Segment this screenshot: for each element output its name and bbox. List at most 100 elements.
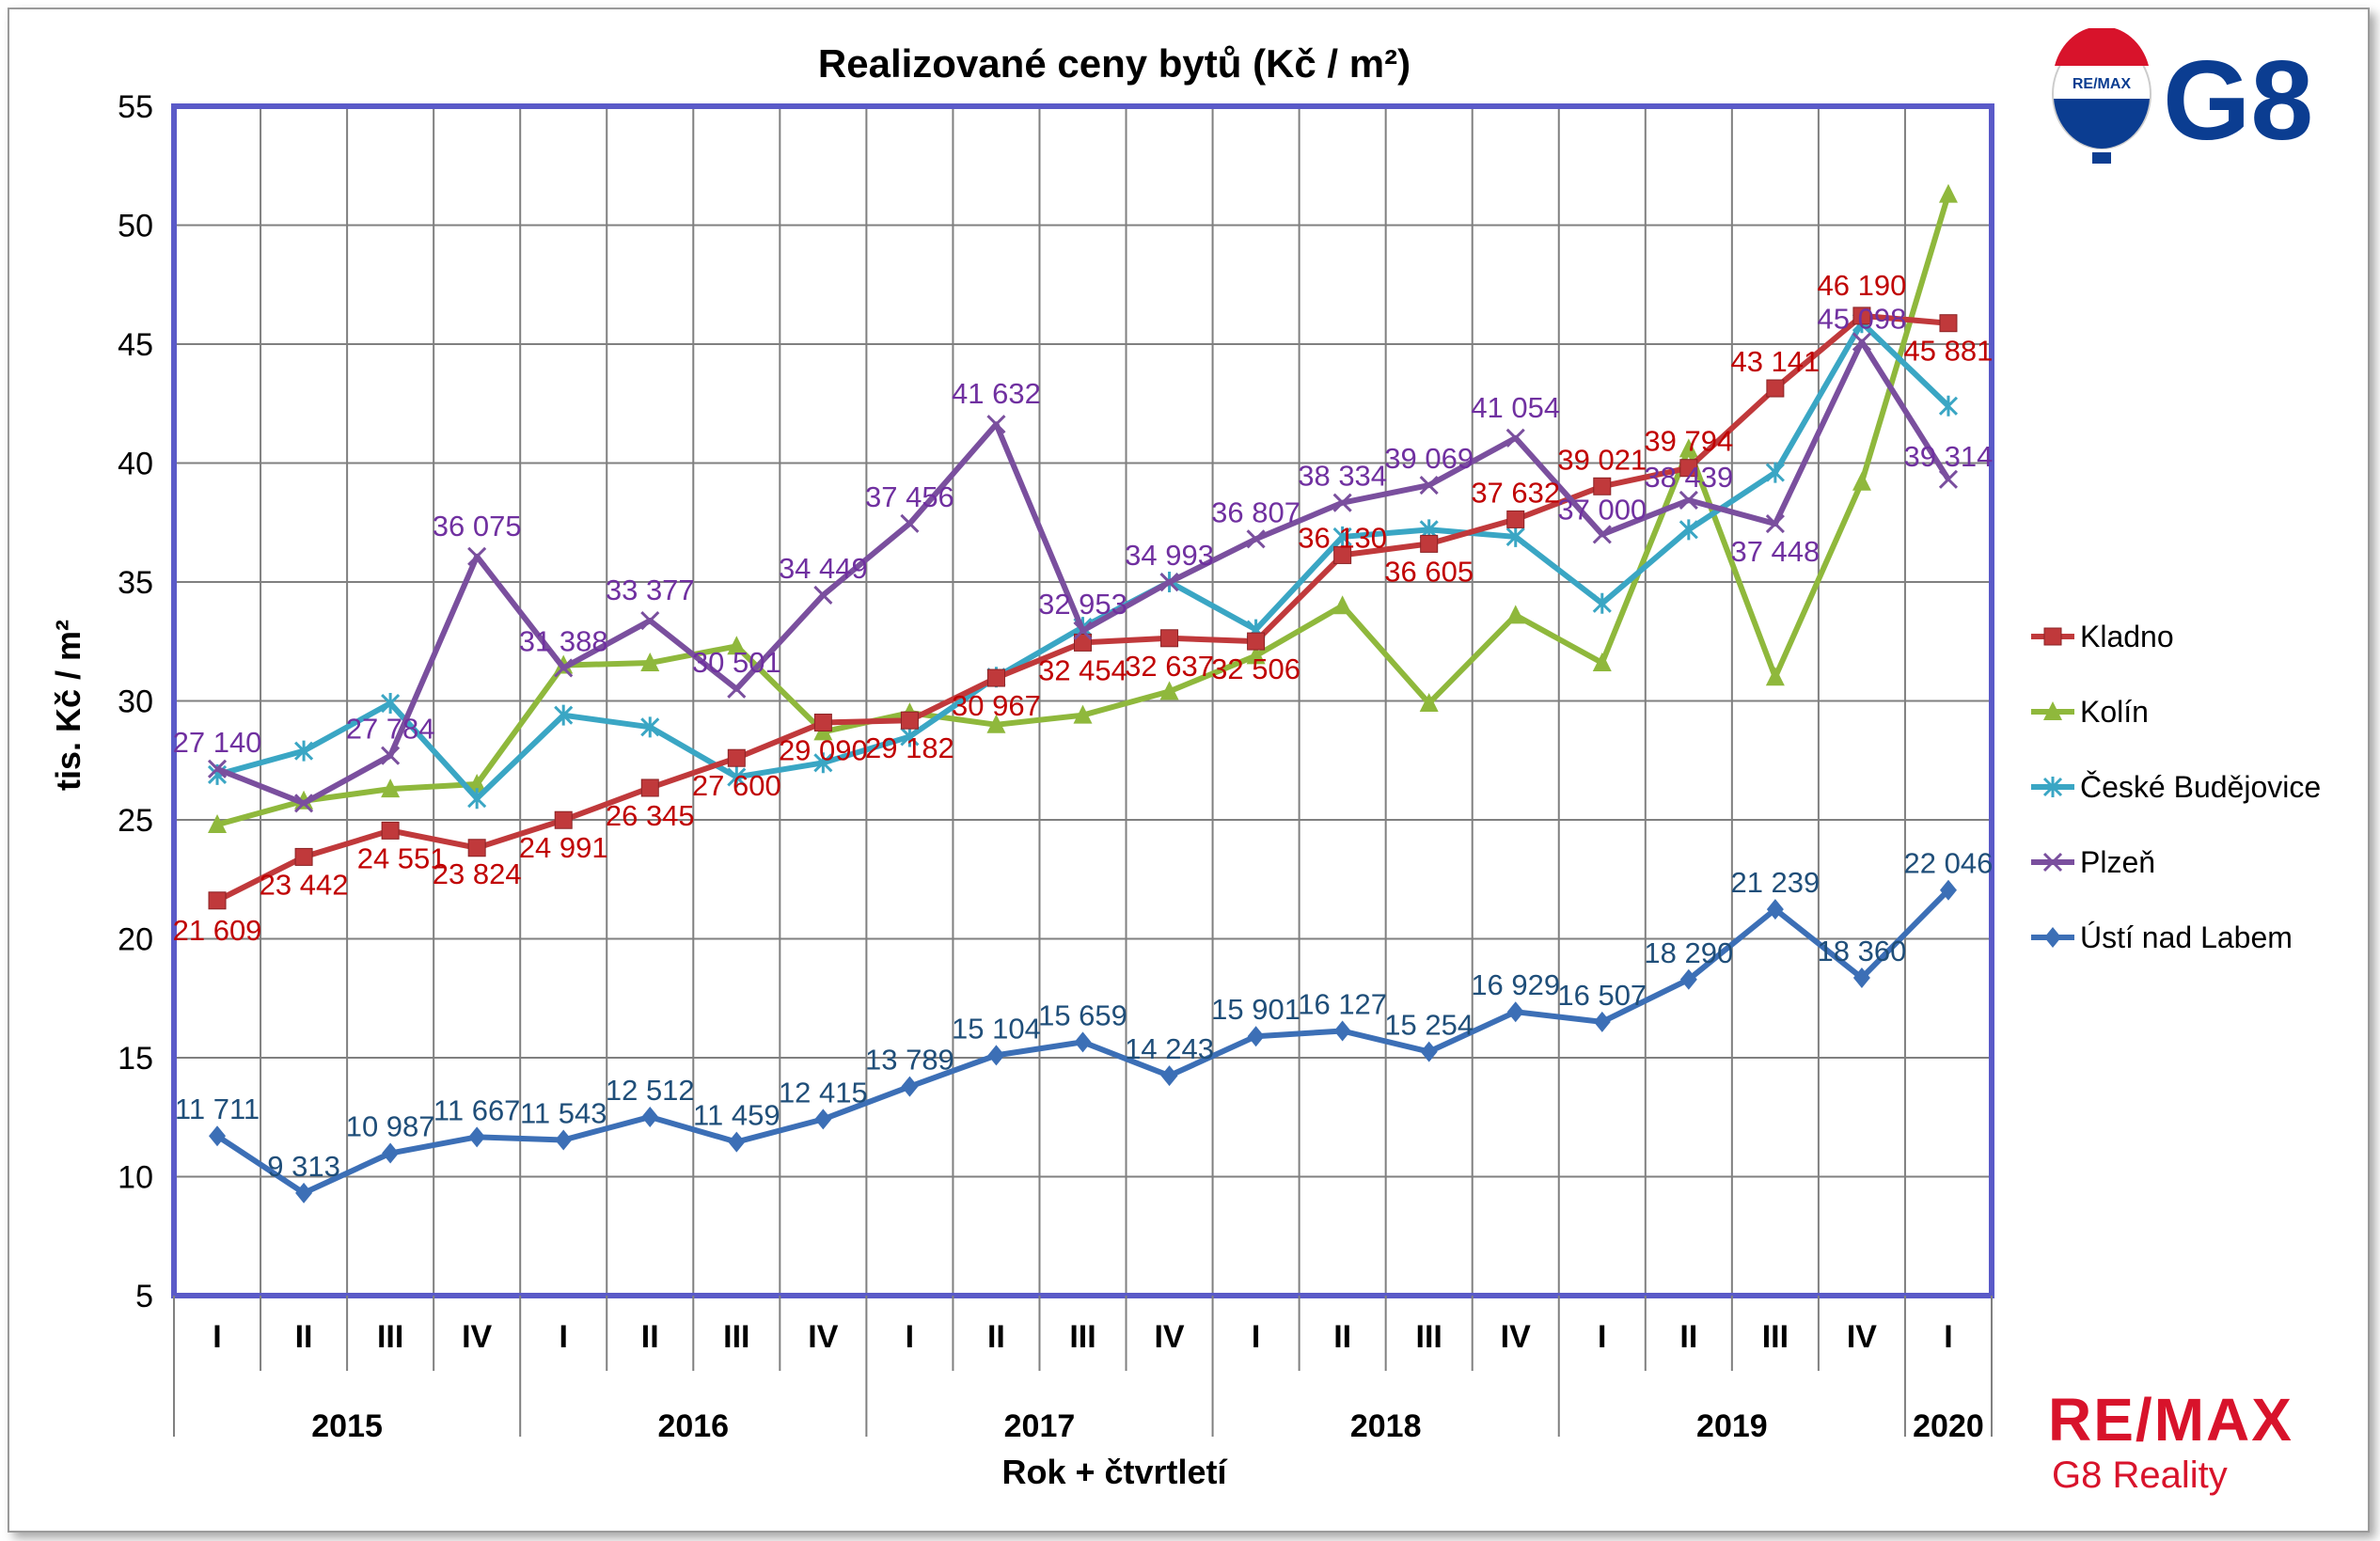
legend-item: Ústí nad Labem	[2031, 920, 2293, 954]
data-label: 30 967	[952, 689, 1041, 722]
data-point	[1160, 1065, 1178, 1087]
data-point	[467, 839, 486, 857]
data-label: 27 140	[173, 726, 262, 759]
data-label: 9 313	[267, 1150, 340, 1183]
data-label: 37 448	[1730, 535, 1820, 568]
data-label: 32 454	[1038, 653, 1127, 686]
data-point	[900, 513, 920, 533]
data-point	[208, 814, 228, 834]
data-point	[813, 585, 833, 605]
data-point	[381, 778, 401, 798]
data-label: 24 551	[357, 841, 447, 874]
data-point	[986, 668, 1005, 687]
data-point	[814, 1109, 832, 1130]
data-point	[1073, 621, 1093, 640]
legend-label: Plzeň	[2080, 845, 2155, 879]
data-label: 23 442	[260, 868, 349, 901]
data-point	[295, 1182, 313, 1203]
data-point	[1765, 462, 1785, 483]
legend-label: České Budějovice	[2080, 770, 2321, 804]
data-point	[1332, 595, 1352, 615]
data-label: 30 501	[692, 646, 781, 679]
data-label: 11 459	[693, 1099, 780, 1132]
plot-border	[171, 103, 1994, 1298]
data-label: 16 507	[1557, 979, 1647, 1012]
data-label: 33 377	[606, 574, 695, 606]
year-label: 2017	[1004, 1408, 1076, 1444]
x-tick-label: III	[1762, 1319, 1789, 1355]
x-tick-label: IV	[1154, 1319, 1184, 1355]
x-tick-label: II	[987, 1319, 1005, 1355]
year-label: 2020	[1913, 1408, 1984, 1444]
data-label: 26 345	[606, 799, 695, 832]
data-label: 36 130	[1298, 521, 1387, 554]
data-label: 12 512	[606, 1074, 695, 1107]
data-label: 12 415	[779, 1076, 868, 1109]
data-point	[1505, 526, 1525, 547]
remax-wordmark: RE/MAX	[2048, 1386, 2293, 1454]
legend-item: Plzeň	[2031, 845, 2155, 879]
data-point	[467, 774, 487, 794]
data-label: 41 054	[1471, 391, 1560, 424]
data-point	[1592, 525, 1612, 544]
x-tick-label: IV	[808, 1319, 838, 1355]
x-tick-label: III	[723, 1319, 749, 1355]
remax-g8-logo: RE/MAX G8	[2052, 28, 2313, 164]
data-point	[1679, 438, 1698, 458]
y-tick-label: 20	[118, 922, 153, 958]
legend-item: Kolín	[2031, 695, 2149, 729]
data-point	[1333, 1020, 1351, 1042]
data-label: 21 609	[173, 914, 262, 947]
data-point	[1073, 704, 1093, 724]
data-point	[727, 636, 747, 655]
data-point	[1074, 1031, 1092, 1053]
data-point	[554, 704, 574, 726]
data-point	[1939, 314, 1958, 333]
x-tick-label: II	[1333, 1319, 1351, 1355]
year-label: 2016	[657, 1408, 729, 1444]
x-tick-label: IV	[1501, 1319, 1531, 1355]
x-tick-label: I	[1252, 1319, 1260, 1355]
data-point	[1246, 645, 1266, 665]
data-point	[467, 546, 487, 566]
data-label: 32 637	[1125, 650, 1214, 683]
data-label: 29 090	[779, 734, 868, 767]
legend-marker	[2043, 627, 2062, 646]
data-point	[1593, 1011, 1611, 1032]
data-point	[1765, 514, 1785, 534]
legend-label: Kladno	[2080, 620, 2174, 653]
y-tick-label: 35	[118, 565, 153, 601]
series-layer	[207, 183, 1959, 1203]
legend-marker	[2043, 701, 2062, 720]
data-point	[1247, 632, 1266, 651]
data-label: 22 046	[1904, 847, 1994, 880]
data-point	[209, 1125, 227, 1147]
y-tick-label: 15	[118, 1041, 153, 1077]
data-point	[1592, 592, 1612, 614]
data-point	[727, 679, 747, 699]
data-label: 45 881	[1904, 335, 1994, 368]
y-tick-label: 30	[118, 684, 153, 720]
data-point	[640, 716, 660, 738]
data-label: 31 388	[519, 624, 608, 657]
data-point	[1505, 605, 1525, 624]
x-tick-label: II	[641, 1319, 659, 1355]
data-point	[1419, 475, 1439, 495]
data-point	[1159, 573, 1179, 592]
data-point	[1420, 1041, 1438, 1062]
data-point	[208, 891, 227, 910]
data-label: 15 659	[1038, 999, 1127, 1031]
x-axis-categories: I II III IV I II III IV I II III IV I II III IV I II III IV…	[173, 1296, 1993, 1444]
svg-text:RE/MAX: RE/MAX	[2073, 76, 2132, 92]
data-label: 15 254	[1384, 1009, 1474, 1042]
data-label: 11 711	[175, 1093, 260, 1125]
data-label: 27 784	[346, 713, 435, 746]
data-point	[1074, 633, 1092, 652]
data-point	[1332, 526, 1352, 547]
g8-reality-text: G8 Reality	[2052, 1455, 2228, 1496]
gridlines	[171, 103, 1994, 1298]
data-label: 11 667	[433, 1093, 521, 1126]
data-point	[1765, 667, 1785, 686]
y-tick-label: 25	[118, 803, 153, 839]
